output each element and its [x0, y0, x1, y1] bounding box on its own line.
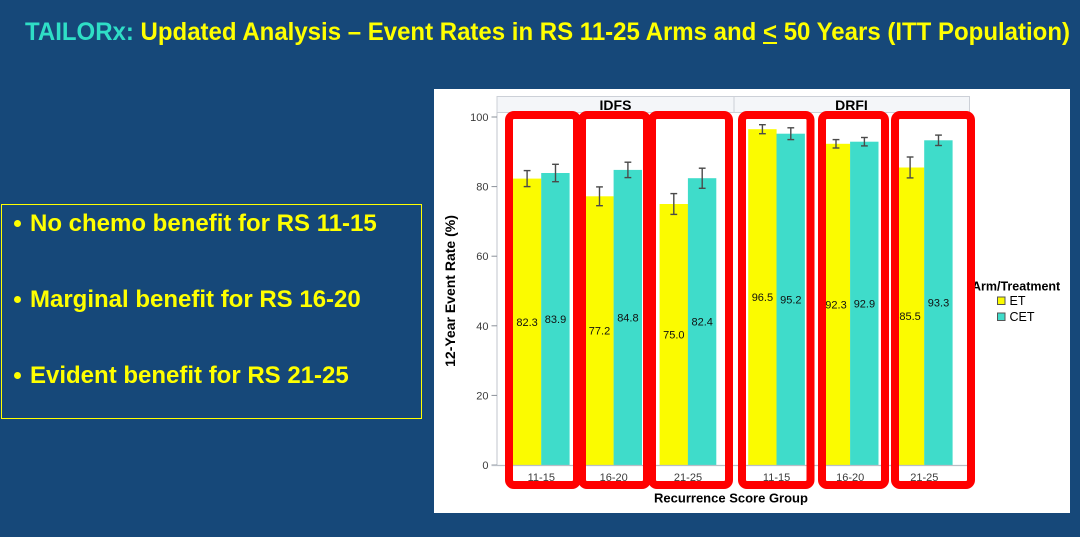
svg-text:Recurrence Score Group: Recurrence Score Group	[654, 491, 808, 506]
svg-text:96.5: 96.5	[752, 292, 773, 304]
svg-text:82.3: 82.3	[516, 317, 537, 329]
svg-text:100: 100	[470, 112, 488, 124]
svg-text:80: 80	[476, 182, 488, 194]
svg-text:77.2: 77.2	[589, 326, 610, 338]
svg-text:92.3: 92.3	[825, 299, 846, 311]
svg-text:92.9: 92.9	[854, 298, 875, 310]
svg-text:IDFS: IDFS	[600, 97, 632, 113]
svg-text:CET: CET	[1010, 310, 1035, 324]
svg-text:95.2: 95.2	[780, 294, 801, 306]
svg-text:20: 20	[476, 390, 488, 402]
svg-text:93.3: 93.3	[928, 298, 949, 310]
svg-text:85.5: 85.5	[899, 311, 920, 323]
svg-text:DRFI: DRFI	[835, 97, 868, 113]
svg-text:12-Year Event Rate (%): 12-Year Event Rate (%)	[442, 215, 458, 367]
svg-text:ET: ET	[1010, 294, 1026, 308]
svg-text:75.0: 75.0	[663, 330, 684, 342]
svg-text:60: 60	[476, 251, 488, 263]
svg-text:0: 0	[482, 460, 488, 472]
svg-text:83.9: 83.9	[545, 314, 566, 326]
svg-text:40: 40	[476, 321, 488, 333]
svg-text:82.4: 82.4	[691, 317, 712, 329]
svg-text:Arm/Treatment: Arm/Treatment	[972, 280, 1061, 294]
svg-text:84.8: 84.8	[617, 312, 638, 324]
